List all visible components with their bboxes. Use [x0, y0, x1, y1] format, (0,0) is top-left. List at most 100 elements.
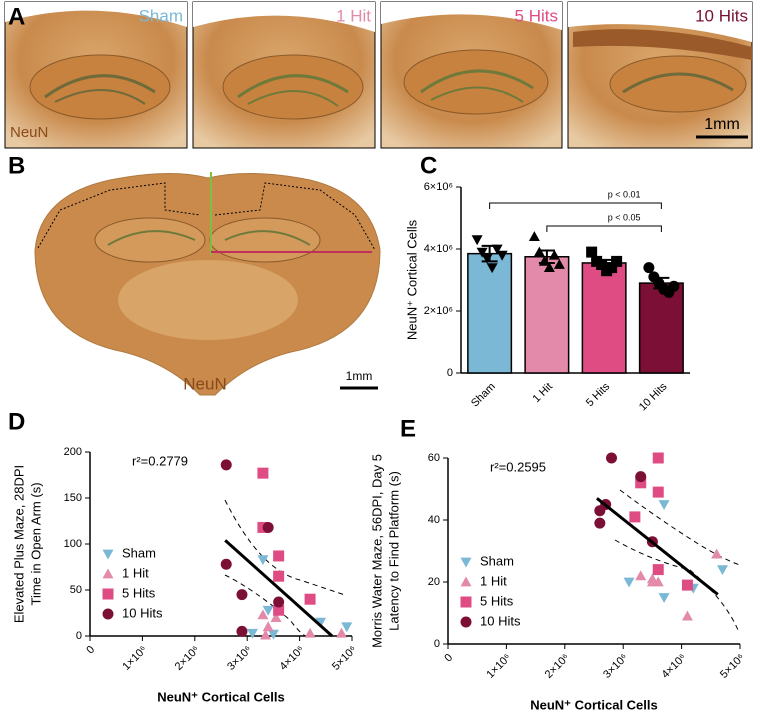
legend-marker — [460, 596, 472, 608]
y-axis-label: Morris Water Maze, 56DPI, Day 5 — [369, 454, 384, 648]
x-tick-label: 2×10⁶ — [173, 644, 202, 673]
panel-letter: E — [400, 415, 416, 442]
histology-image — [4, 1, 188, 149]
x-tick-label: 4×10⁶ — [660, 652, 689, 681]
marker — [476, 247, 488, 258]
legend-marker — [460, 557, 472, 568]
marker — [611, 255, 623, 267]
y-axis-label: NeuN⁺ Cortical Cells — [404, 219, 419, 340]
legend-label: Sham — [122, 545, 156, 560]
x-tick-label: 4×10⁶ — [278, 644, 307, 673]
scale-label: 1mm — [704, 116, 740, 133]
marker — [643, 262, 655, 274]
significance-label: p < 0.01 — [608, 189, 641, 199]
stain-label: NeuN — [183, 374, 226, 393]
bar — [467, 252, 513, 374]
marker — [533, 246, 545, 257]
x-tick-label: 1×10⁶ — [120, 644, 149, 673]
marker — [716, 565, 728, 576]
histology-row — [4, 1, 753, 149]
x-tick-label: 10 Hits — [637, 380, 670, 413]
y-tick-label: 20 — [428, 576, 440, 588]
legend-marker — [460, 576, 472, 587]
marker — [481, 253, 493, 264]
panel-letter: B — [8, 152, 25, 179]
marker — [553, 259, 565, 269]
marker — [273, 550, 285, 562]
x-tick-label: 3×10⁶ — [601, 652, 630, 681]
x-tick-label: 1 Hit — [531, 381, 555, 405]
y-tick-label: 40 — [428, 514, 440, 526]
x-tick-label: 5×10⁶ — [718, 652, 747, 681]
histology-image — [192, 1, 376, 149]
significance-bracket — [546, 225, 662, 232]
marker — [635, 477, 647, 489]
y-tick-label: 6×10⁶ — [424, 181, 453, 193]
condition-label: Sham — [139, 6, 183, 25]
marker — [652, 576, 664, 587]
marker — [267, 629, 279, 640]
marker — [586, 246, 598, 258]
legend-marker — [460, 616, 472, 628]
x-tick-label: 3×10⁶ — [225, 644, 254, 673]
legend-label: 5 Hits — [480, 593, 514, 608]
bar — [581, 262, 627, 374]
y-axis-label: Elevated Plus Maze, 28DPI — [11, 465, 26, 623]
legend-label: 1 Hit — [122, 565, 149, 580]
condition-label: 5 Hits — [515, 6, 558, 25]
y-tick-label: 200 — [64, 446, 82, 458]
regression-line — [595, 497, 719, 596]
marker — [668, 280, 680, 292]
legend-marker — [102, 568, 114, 579]
fit-annotation: r²=0.2595 — [490, 459, 546, 474]
marker — [236, 625, 248, 637]
marker — [652, 452, 664, 464]
marker — [658, 593, 670, 603]
marker — [257, 555, 269, 566]
x-tick-label: 5×10⁶ — [330, 644, 359, 673]
y-tick-label: 0 — [447, 367, 453, 379]
marker — [304, 627, 316, 638]
marker — [220, 459, 232, 471]
marker — [262, 521, 274, 533]
marker — [257, 609, 269, 620]
panel-letter: C — [420, 152, 437, 179]
legend-label: 5 Hits — [122, 585, 156, 600]
x-tick-label: 2×10⁶ — [543, 652, 572, 681]
marker — [606, 452, 618, 464]
marker — [548, 249, 560, 260]
marker — [236, 589, 248, 601]
marker — [270, 612, 282, 622]
stain-label: NeuN — [10, 124, 48, 141]
legend-label: 1 Hit — [480, 573, 507, 588]
bar — [524, 256, 570, 374]
legend-label: Sham — [480, 553, 514, 568]
bar — [638, 282, 684, 374]
marker — [273, 596, 285, 608]
marker — [336, 627, 348, 638]
confidence-band — [619, 489, 741, 566]
marker — [635, 570, 647, 581]
marker — [629, 511, 641, 523]
legend-marker — [102, 608, 114, 620]
x-axis-label: NeuN⁺ Cortical Cells — [530, 697, 658, 711]
y-tick-label: 0 — [434, 638, 440, 650]
y-axis-label: Time in Open Arm (s) — [28, 482, 43, 605]
marker — [246, 628, 258, 639]
legend-label: 10 Hits — [122, 605, 163, 620]
y-tick-label: 2×10⁶ — [424, 305, 453, 317]
regression-line — [224, 539, 334, 638]
x-axis-label: NeuN⁺ Cortical Cells — [157, 689, 285, 704]
histology-image — [567, 1, 753, 149]
x-tick-label: 0 — [84, 644, 97, 657]
fit-annotation: r²=0.2779 — [132, 453, 188, 468]
coronal-section — [34, 172, 381, 396]
significance-bracket — [489, 202, 662, 209]
marker — [496, 250, 508, 261]
marker — [658, 500, 670, 510]
y-tick-label: 100 — [64, 538, 82, 550]
marker — [262, 605, 274, 616]
x-tick-label: 0 — [442, 652, 455, 665]
marker — [471, 235, 483, 246]
